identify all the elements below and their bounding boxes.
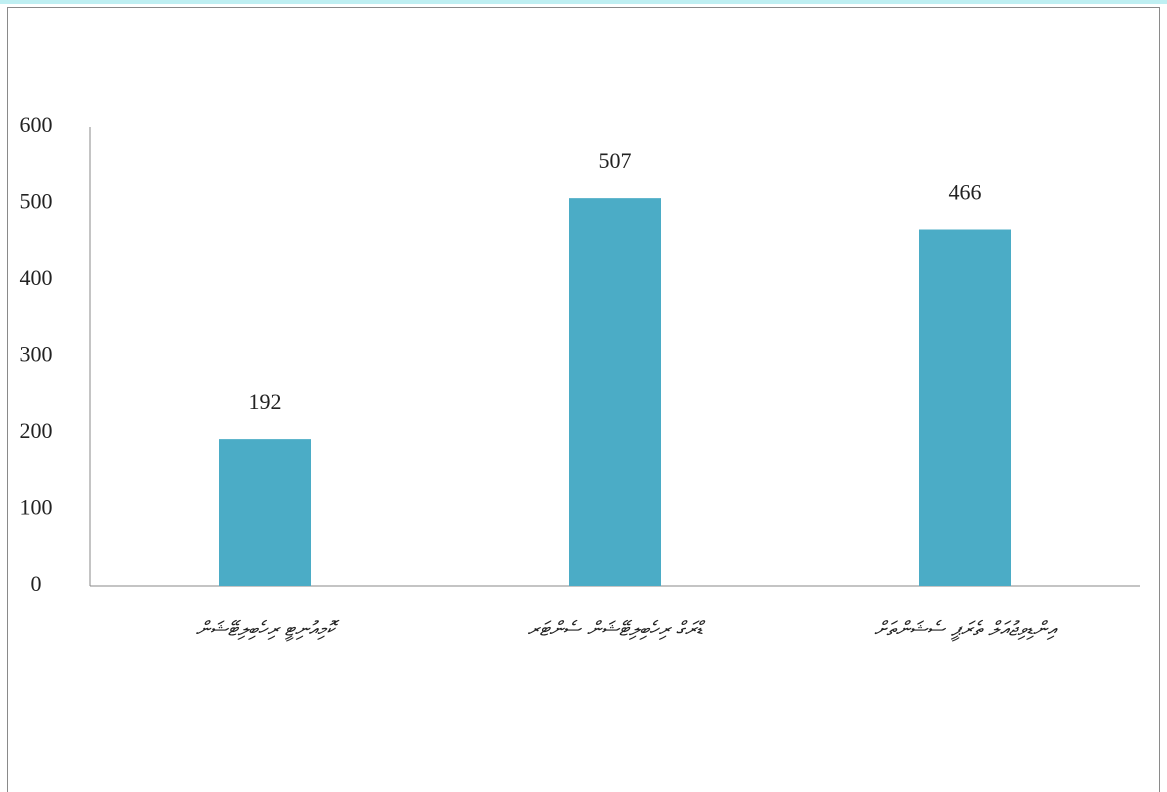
y-tick-label: 600 xyxy=(20,112,53,137)
bar xyxy=(569,198,661,586)
x-tick-label: ޑްރަގް ރިހެބިލިޓޭޝަން ސެންޓަރ xyxy=(527,617,705,641)
data-label: 507 xyxy=(599,148,632,173)
top-strip xyxy=(0,0,1167,4)
y-tick-label: 100 xyxy=(20,495,53,520)
x-tick-label: ކޮމިއުނިޓީ ރިހެބިލިޓޭޝަން xyxy=(196,617,341,642)
data-label: 466 xyxy=(949,180,982,205)
y-tick-label: 200 xyxy=(20,418,53,443)
y-tick-label: 400 xyxy=(20,265,53,290)
bar xyxy=(919,229,1011,586)
x-tick-label: އިންޑިވިޖުއަލް ތެރަޕީ ސެޝަންތަށް xyxy=(874,617,1058,642)
y-tick-label: 500 xyxy=(20,189,53,214)
frame xyxy=(7,7,1160,792)
y-tick-label: 300 xyxy=(20,342,53,367)
bar xyxy=(219,439,311,586)
y-tick-label: 0 xyxy=(31,571,42,596)
data-label: 192 xyxy=(249,389,282,414)
